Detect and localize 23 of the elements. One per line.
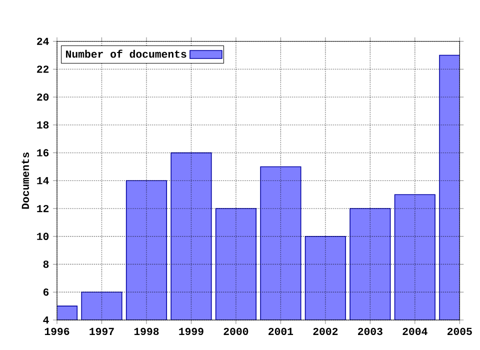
y-tick-label: 24 [37, 38, 49, 45]
x-tick-label: 1997 [90, 328, 114, 336]
y-tick-label: 6 [43, 288, 49, 296]
x-tick-label: 2005 [447, 328, 472, 336]
x-tick-label: 1998 [134, 328, 159, 336]
x-tick-label: 1999 [179, 328, 204, 336]
x-tick-label: 1996 [44, 328, 70, 336]
y-tick-label: 16 [37, 149, 49, 156]
y-tick-label: 14 [37, 177, 49, 184]
y-tick-label: 8 [43, 260, 49, 268]
y-tick-label: 10 [37, 232, 49, 240]
x-tick-label: 2001 [268, 328, 294, 336]
y-tick-label: 22 [37, 66, 49, 73]
x-tick-label: 2004 [402, 328, 428, 336]
y-tick-label: 12 [37, 204, 49, 212]
legend-label: Number of documents [66, 50, 186, 58]
x-tick-label: 2003 [358, 328, 382, 336]
x-tick-label: 2002 [313, 328, 338, 336]
y-tick-label: 20 [37, 93, 49, 101]
y-tick-label: 18 [37, 121, 49, 129]
x-tick-label: 2000 [224, 328, 248, 336]
y-tick-label: 4 [43, 316, 49, 324]
y-axis-title: Documents [22, 152, 30, 209]
